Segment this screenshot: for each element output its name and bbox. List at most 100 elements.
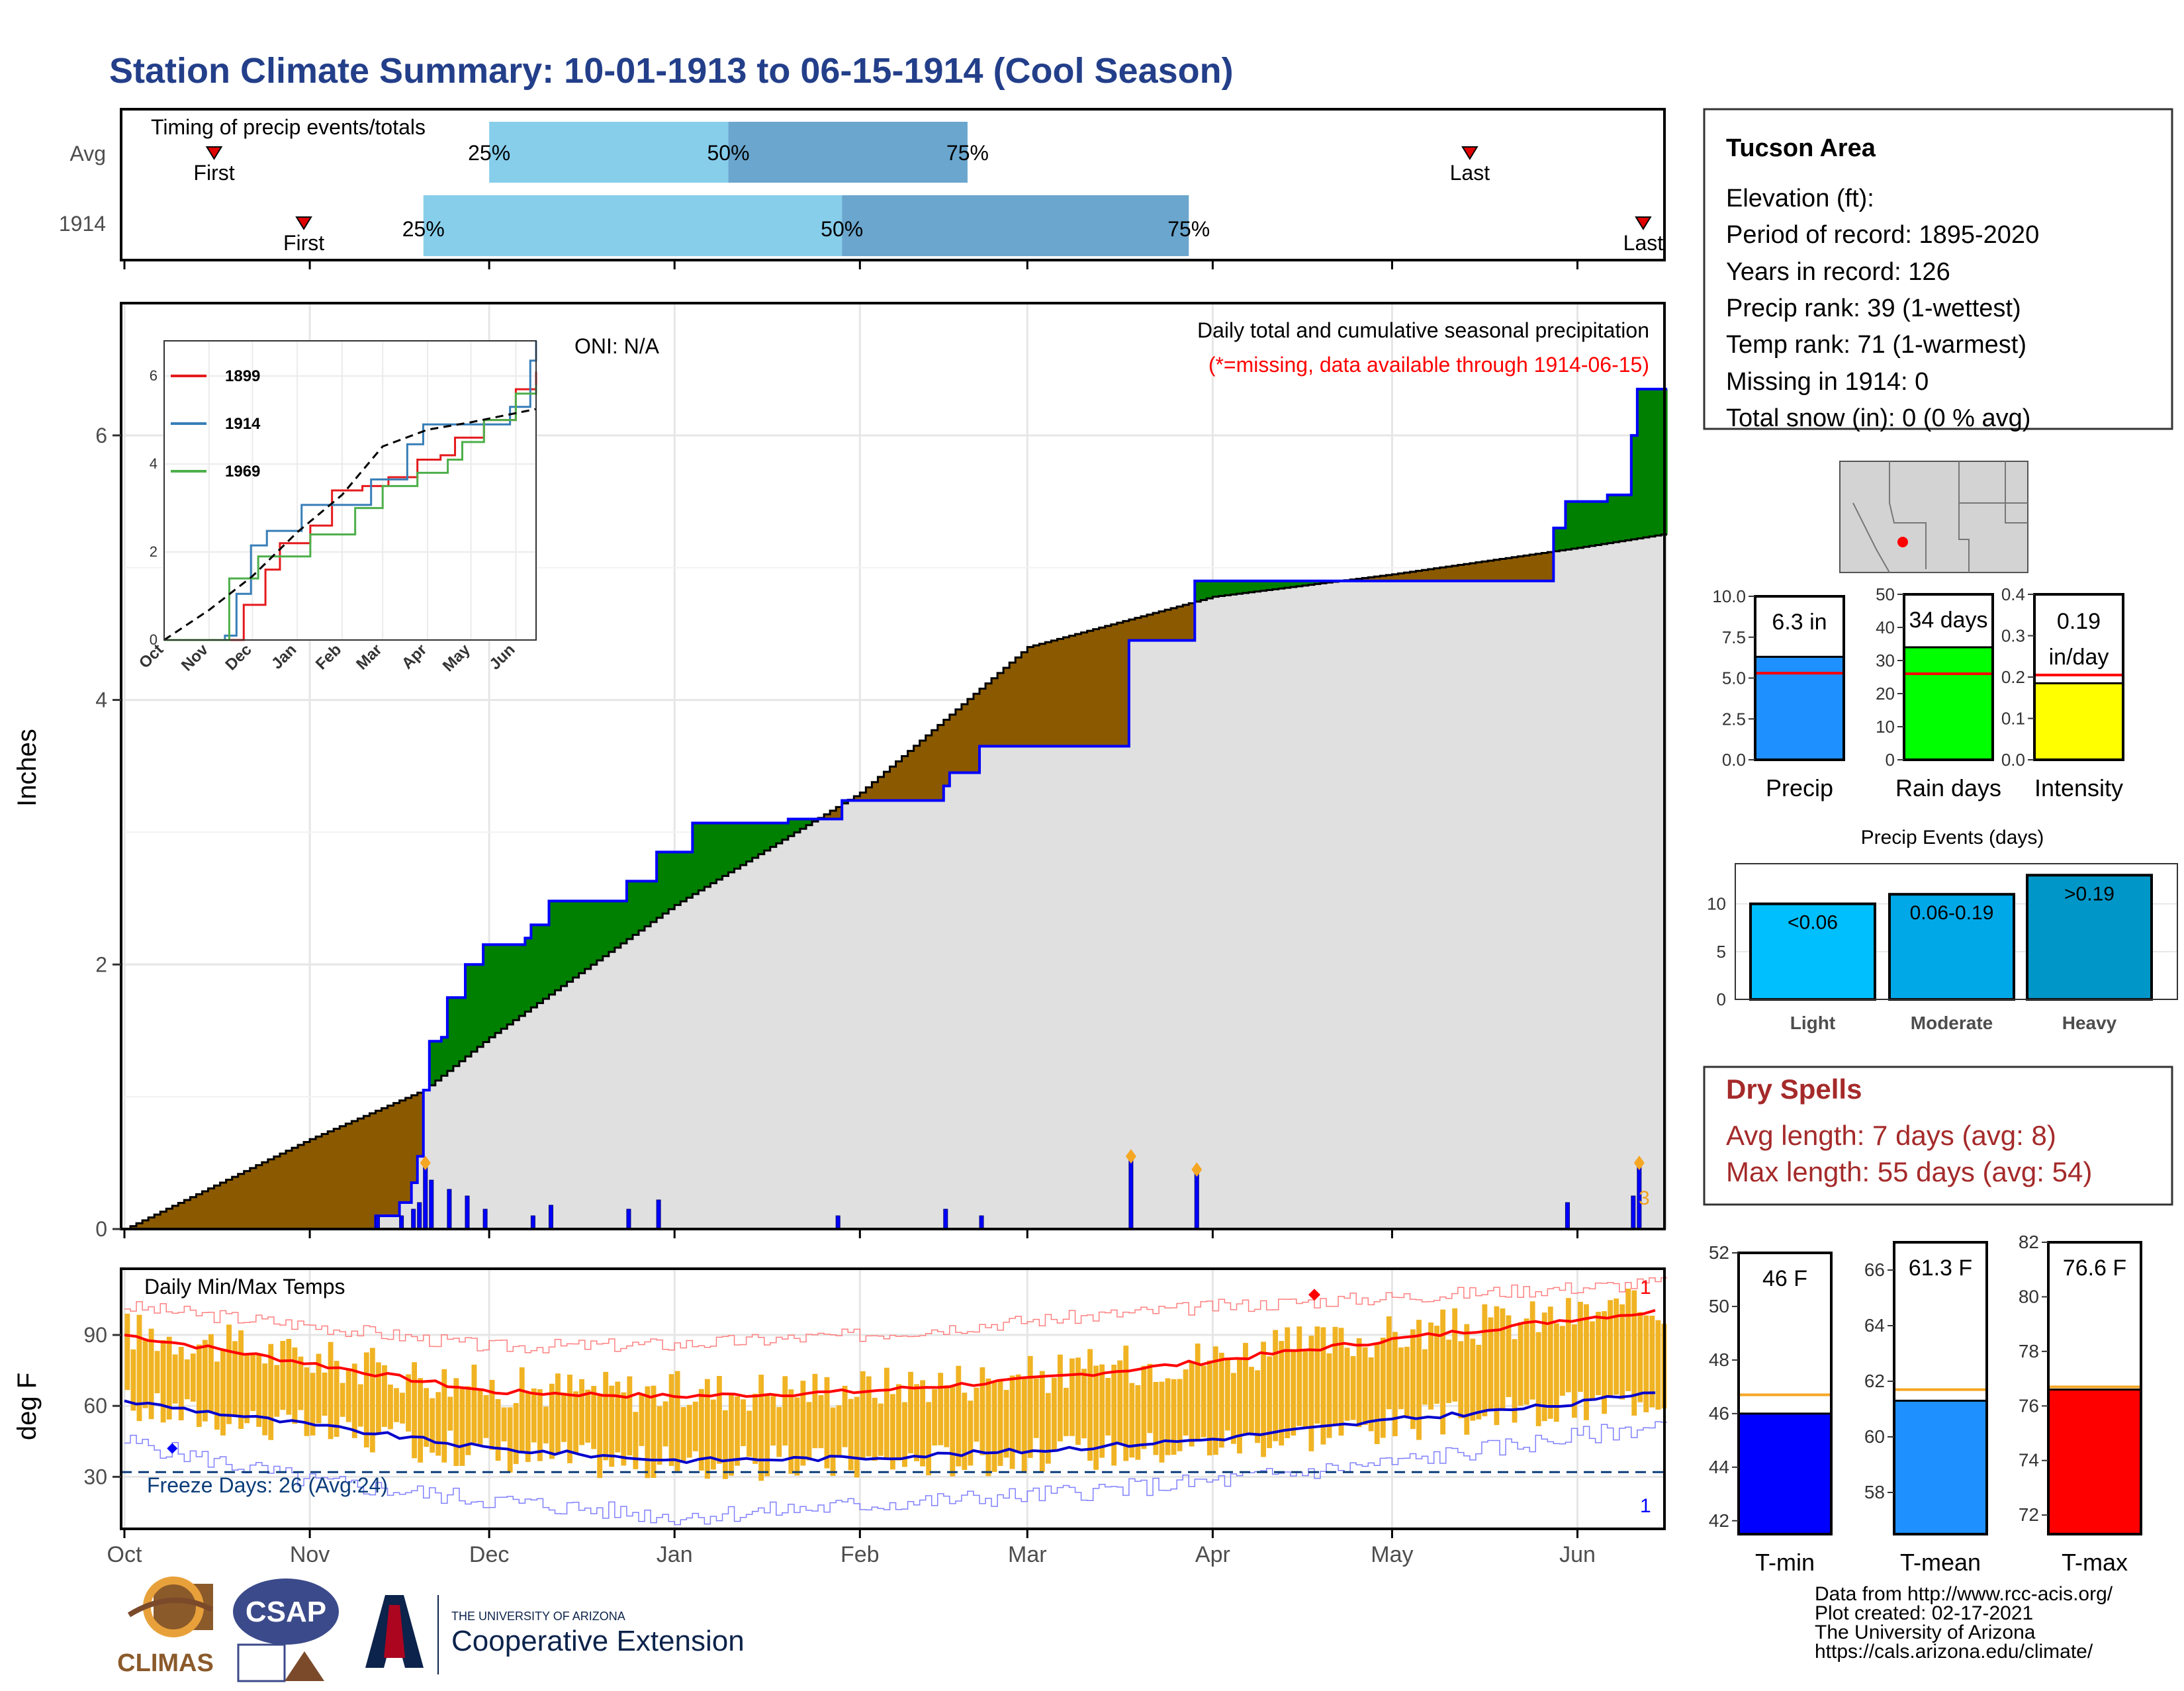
daily-temp-bar [710, 1399, 716, 1470]
events-bar-label-moderate: Moderate [1911, 1013, 1993, 1033]
gauge-bar-rain-days [1903, 646, 1994, 761]
daily-precip-bar [1128, 1156, 1134, 1230]
daily-temp-bar [914, 1384, 919, 1461]
daily-temp-bar [537, 1389, 543, 1461]
daily-temp-bar [435, 1392, 441, 1456]
daily-temp-bar [1458, 1341, 1464, 1419]
daily-temp-bar [1392, 1332, 1398, 1437]
daily-temp-bar [1291, 1351, 1297, 1436]
daily-temp-bar [1476, 1344, 1482, 1420]
daily-temp-bar [525, 1393, 531, 1463]
daily-temp-bar [770, 1396, 776, 1446]
daily-temp-bar [1081, 1369, 1087, 1439]
daily-temp-bar [400, 1393, 405, 1424]
daily-temp-bar [1344, 1348, 1350, 1421]
daily-temp-bar [1003, 1390, 1009, 1458]
daily-temp-bar [680, 1407, 686, 1461]
gauge-label-rain-days: Rain days [1895, 774, 2001, 801]
temp-frame [120, 1267, 1666, 1530]
gauge-tick-label: 82 [2019, 1232, 2039, 1252]
daily-temp-bar [884, 1367, 889, 1460]
daily-temp-bar [1565, 1298, 1571, 1393]
daily-temp-bar [1410, 1329, 1416, 1430]
daily-temp-bar [1553, 1323, 1559, 1422]
page-title: Station Climate Summary: 10-01-1913 to 0… [109, 51, 1234, 91]
daily-temp-bar [1524, 1318, 1529, 1405]
precip-frame [120, 302, 1666, 1230]
daily-precip-bar [1565, 1202, 1570, 1230]
precip-ytick-label: 0 [95, 1217, 107, 1241]
month-label: Nov [290, 1542, 330, 1567]
timing-label-last: Last [1450, 161, 1490, 185]
precip-ylabel: Inches [13, 729, 42, 807]
daily-temp-bar [226, 1324, 232, 1424]
daily-temp-bar [1584, 1304, 1589, 1420]
gauge-tick-label: 0.1 [2001, 709, 2025, 729]
precip-missing-note: (*=missing, data available through 1914-… [1208, 353, 1649, 377]
average-max-line [124, 1308, 1656, 1399]
daily-temp-bar [561, 1393, 567, 1442]
events-bar-label-heavy: Heavy [2062, 1013, 2117, 1033]
daily-temp-bar [1224, 1358, 1230, 1431]
daily-temp-bar [274, 1365, 280, 1417]
daily-temp-bar [1117, 1360, 1123, 1444]
daily-temp-bar [1500, 1308, 1506, 1411]
daily-temp-bar [974, 1387, 979, 1442]
daily-temp-bar [1033, 1378, 1039, 1438]
daily-temp-bar [991, 1381, 997, 1473]
daily-temp-bar [932, 1389, 938, 1446]
daily-temp-bar [1285, 1327, 1291, 1438]
timing-marker-last [1635, 216, 1652, 230]
daily-temp-bar [1302, 1350, 1308, 1429]
ua-big-text: Cooperative Extension [451, 1625, 745, 1657]
daily-temp-bar [1380, 1338, 1386, 1438]
daily-temp-bar [836, 1405, 842, 1457]
daily-temp-bar [788, 1389, 794, 1474]
gauge-value: 34 days [1909, 608, 1987, 633]
station-info-box: Tucson Area Elevation (ft): Period of re… [1703, 108, 2173, 432]
temperature-gauges: 42 44 46 48 50 52 46 F T-min 58 60 62 64 66 61.3 F T-m… [1709, 1232, 2142, 1576]
daily-precip-bar [465, 1195, 470, 1230]
daily-temp-bar [328, 1342, 334, 1440]
month-label: Feb [841, 1542, 880, 1567]
precip-ytick-label: 6 [95, 424, 107, 447]
daily-precip-bar [447, 1189, 452, 1230]
gauge-tick-label: 64 [1864, 1315, 1885, 1336]
daily-temp-bar [812, 1373, 818, 1449]
daily-temp-bar [394, 1388, 399, 1422]
month-label: Mar [1008, 1542, 1047, 1567]
daily-temp-bar [1649, 1315, 1655, 1408]
daily-temp-bar [1279, 1341, 1285, 1446]
temp-ytick-label: 90 [83, 1323, 107, 1347]
gauge-tick-label: 0.0 [1722, 750, 1746, 770]
precip-gauges: 0.0 2.5 5.0 7.5 10.0 6.3 in Precip 0 10 20 30 40 50 3… [1712, 584, 2124, 801]
daily-temp-bar [136, 1314, 142, 1422]
daily-temp-bar [1063, 1387, 1069, 1436]
daily-temp-bar [322, 1372, 328, 1416]
daily-temp-bar [1619, 1304, 1625, 1400]
temp-chart-title: Daily Min/Max Temps [144, 1275, 345, 1299]
events-bar-text-light: <0.06 [1788, 912, 1838, 934]
daily-temp-bar [406, 1374, 411, 1432]
daily-temp-bar [1338, 1328, 1344, 1436]
gauge-value: 0.19 [2057, 609, 2101, 634]
daily-temp-bar [800, 1381, 806, 1466]
average-cumulative-line [124, 533, 1668, 1230]
daily-temp-bar [1153, 1382, 1159, 1455]
inset-frame-outline [163, 340, 537, 641]
daily-temp-bar [860, 1371, 866, 1461]
daily-temp-bar [854, 1396, 860, 1478]
gauge-frame-outline [1893, 1241, 1988, 1535]
daily-precip-bar [423, 1162, 428, 1230]
inset-legend-label-1969: 1969 [225, 463, 260, 480]
daily-temp-bar [692, 1401, 698, 1451]
gauge-tick-label: 44 [1709, 1457, 1729, 1477]
station-elevation: Elevation (ft): [1726, 185, 1874, 212]
daily-temp-bar [579, 1379, 584, 1445]
daily-temp-bar [1249, 1367, 1254, 1434]
gauge-tick-label: 66 [1864, 1259, 1885, 1280]
events-bar-label-light: Light [1790, 1013, 1835, 1033]
daily-temp-bar [298, 1356, 304, 1410]
gauge-label-t-mean: T-mean [1900, 1549, 1981, 1576]
